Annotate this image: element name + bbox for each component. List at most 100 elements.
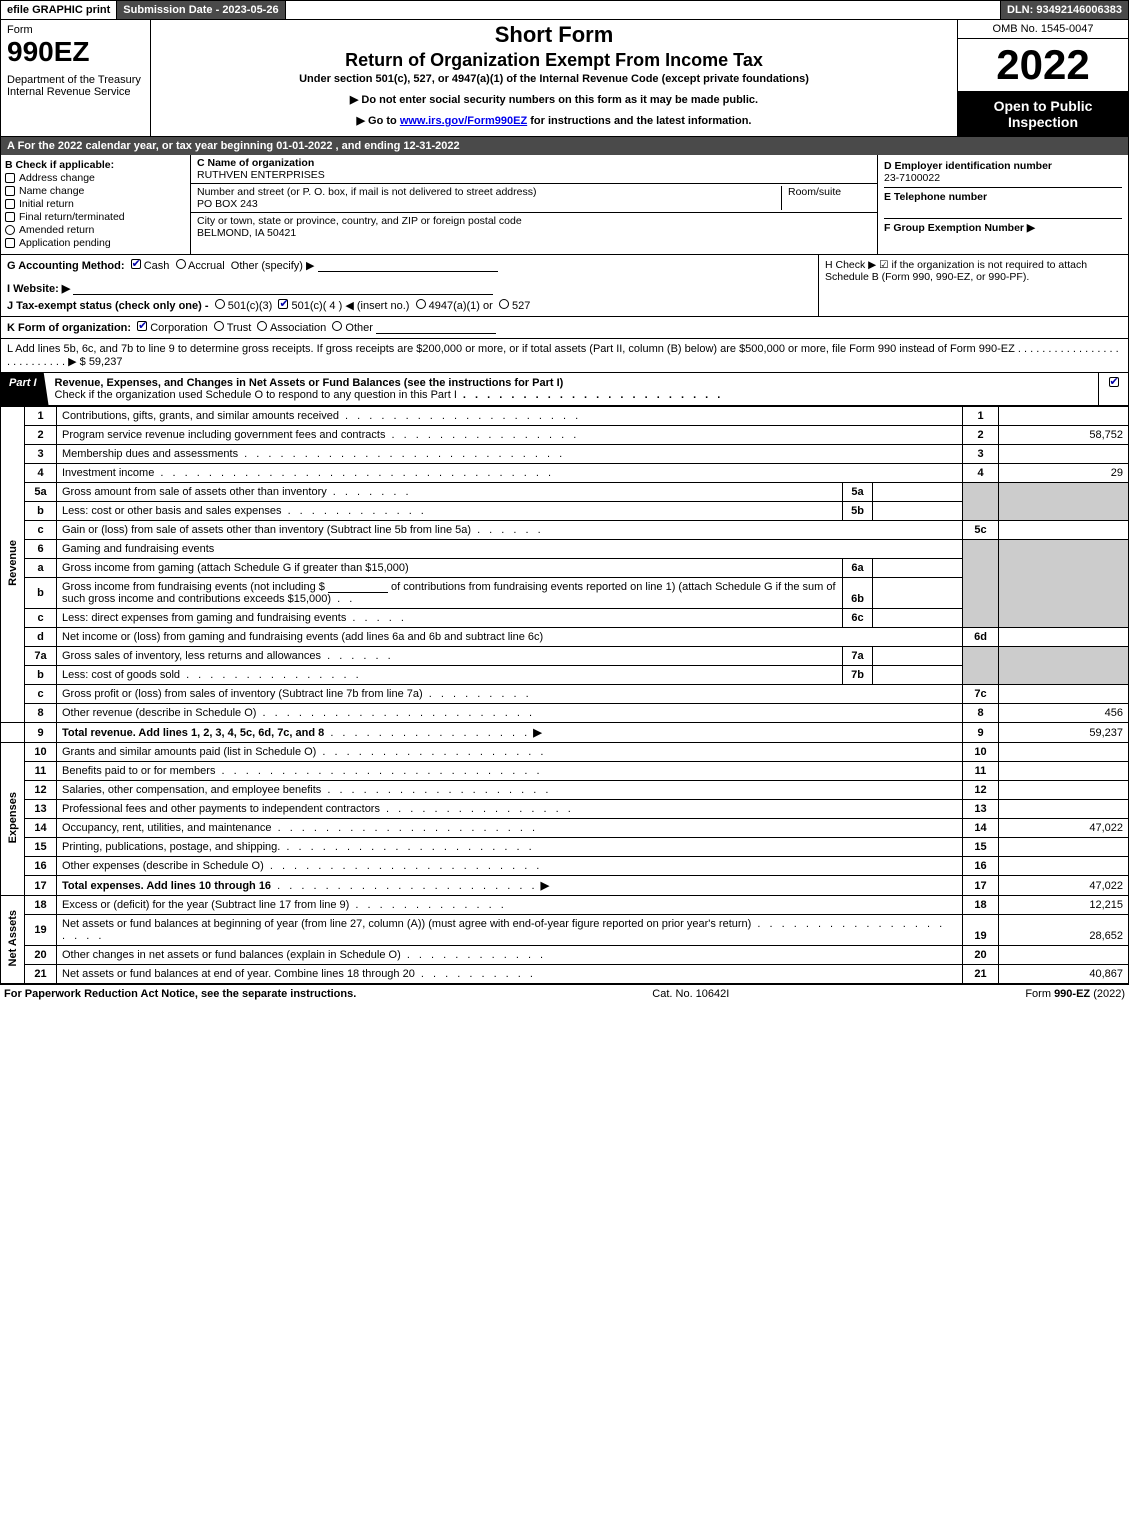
j-line: J Tax-exempt status (check only one) - 5… [7, 299, 812, 312]
desc-6b-a: Gross income from fundraising events (no… [62, 581, 325, 593]
submission-date: Submission Date - 2023-05-26 [117, 1, 285, 19]
chk-accrual[interactable] [176, 259, 186, 269]
e-tel-lbl: E Telephone number [884, 191, 1122, 203]
section-b: B Check if applicable: Address change Na… [1, 155, 191, 254]
ln-12: 12 [25, 781, 57, 800]
desc-6: Gaming and fundraising events [57, 540, 963, 559]
ln-5c: c [25, 521, 57, 540]
desc-21: Net assets or fund balances at end of ye… [62, 968, 415, 980]
ein: 23-7100022 [884, 172, 1122, 184]
section-d: D Employer identification number 23-7100… [878, 155, 1128, 254]
chk-amended[interactable] [5, 225, 15, 235]
lbl-other: Other (specify) ▶ [231, 260, 315, 272]
lbl-trust: Trust [227, 322, 252, 334]
desc-1: Contributions, gifts, grants, and simila… [62, 410, 339, 422]
chk-501c3[interactable] [215, 299, 225, 309]
val-18: 12,215 [999, 896, 1129, 915]
chk-corp[interactable] [137, 321, 147, 331]
val-21: 40,867 [999, 965, 1129, 984]
ln-6c: c [25, 609, 57, 628]
open-inspection: Open to Public Inspection [958, 92, 1128, 136]
c-city-lbl: City or town, state or province, country… [197, 215, 871, 227]
num-12: 12 [963, 781, 999, 800]
val-9: 59,237 [999, 723, 1129, 743]
desc-7c: Gross profit or (loss) from sales of inv… [62, 688, 423, 700]
ln-18: 18 [25, 896, 57, 915]
desc-6a: Gross income from gaming (attach Schedul… [57, 559, 843, 578]
val-12 [999, 781, 1129, 800]
val-6d [999, 628, 1129, 647]
num-10: 10 [963, 743, 999, 762]
desc-6d: Net income or (loss) from gaming and fun… [57, 628, 963, 647]
chk-initial[interactable] [5, 199, 15, 209]
department: Department of the Treasury Internal Reve… [7, 74, 144, 98]
ln-21: 21 [25, 965, 57, 984]
chk-name[interactable] [5, 186, 15, 196]
sub-6a: 6a [843, 559, 873, 578]
short-form-title: Short Form [157, 22, 951, 48]
chk-other-org[interactable] [332, 321, 342, 331]
desc-11: Benefits paid to or for members [62, 765, 215, 777]
ln-14: 14 [25, 819, 57, 838]
val-13 [999, 800, 1129, 819]
ln-2: 2 [25, 426, 57, 445]
chk-assoc[interactable] [257, 321, 267, 331]
part1-table: Revenue 1 Contributions, gifts, grants, … [0, 406, 1129, 984]
num-20: 20 [963, 946, 999, 965]
subval-7a [873, 647, 963, 666]
ssn-warning: ▶ Do not enter social security numbers o… [157, 93, 951, 106]
val-8: 456 [999, 704, 1129, 723]
k-other-input[interactable] [376, 322, 496, 334]
other-input[interactable] [318, 260, 498, 272]
b-header: B Check if applicable: [5, 159, 186, 171]
ln-7b: b [25, 666, 57, 685]
ln-1: 1 [25, 407, 57, 426]
chk-final[interactable] [5, 212, 15, 222]
desc-7b: Less: cost of goods sold [62, 669, 180, 681]
irs-link[interactable]: www.irs.gov/Form990EZ [400, 115, 527, 127]
chk-4947[interactable] [416, 299, 426, 309]
shadeval-5 [999, 483, 1129, 521]
desc-19: Net assets or fund balances at beginning… [62, 918, 751, 930]
chk-501c[interactable] [278, 299, 288, 309]
val-16 [999, 857, 1129, 876]
chk-trust[interactable] [214, 321, 224, 331]
desc-4: Investment income [62, 467, 154, 479]
ln-13: 13 [25, 800, 57, 819]
form-number: 990EZ [7, 36, 144, 68]
desc-3: Membership dues and assessments [62, 448, 238, 460]
num-8: 8 [963, 704, 999, 723]
section-c: C Name of organization RUTHVEN ENTERPRIS… [191, 155, 878, 254]
lbl-accrual: Accrual [188, 260, 225, 272]
chk-pending[interactable] [5, 238, 15, 248]
arrow-17: ▶ [541, 880, 549, 892]
sub-7b: 7b [843, 666, 873, 685]
lbl-501c: 501(c)( 4 ) ◀ (insert no.) [292, 300, 410, 312]
website-input[interactable] [73, 283, 493, 295]
part1-title: Revenue, Expenses, and Changes in Net As… [49, 373, 1098, 405]
sub-6c: 6c [843, 609, 873, 628]
subval-5a [873, 483, 963, 502]
efile-label[interactable]: efile GRAPHIC print [1, 1, 117, 19]
desc-6c: Less: direct expenses from gaming and fu… [62, 612, 346, 624]
desc-5c: Gain or (loss) from sale of assets other… [62, 524, 471, 536]
subval-6b [873, 578, 963, 609]
chk-address[interactable] [5, 173, 15, 183]
ln-6: 6 [25, 540, 57, 559]
ln-6a: a [25, 559, 57, 578]
g-line: G Accounting Method: Cash Accrual Other … [7, 259, 812, 272]
lbl-address: Address change [19, 172, 95, 184]
num-4: 4 [963, 464, 999, 483]
arrow-9: ▶ [533, 727, 541, 739]
val-20 [999, 946, 1129, 965]
chk-part1-scho[interactable] [1109, 377, 1119, 387]
footer-right-c: (2022) [1090, 988, 1125, 1000]
goto-pre: ▶ Go to [357, 115, 400, 127]
chk-cash[interactable] [131, 259, 141, 269]
desc-18: Excess or (deficit) for the year (Subtra… [62, 899, 349, 911]
ln-17: 17 [25, 876, 57, 896]
shade-5 [963, 483, 999, 521]
6b-amount-input[interactable] [328, 581, 388, 593]
chk-527[interactable] [499, 299, 509, 309]
vlabel-expenses: Expenses [7, 782, 19, 853]
